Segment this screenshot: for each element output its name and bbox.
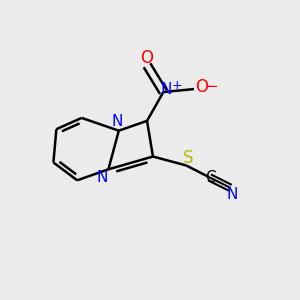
Text: −: − [206,79,218,94]
Text: N: N [112,114,123,129]
Text: N: N [96,170,107,185]
Text: C: C [205,170,216,185]
Text: O: O [195,78,208,96]
Text: +: + [171,79,182,92]
Text: N: N [161,82,172,97]
Text: S: S [182,149,193,167]
Text: N: N [226,187,237,202]
Text: O: O [140,49,154,67]
